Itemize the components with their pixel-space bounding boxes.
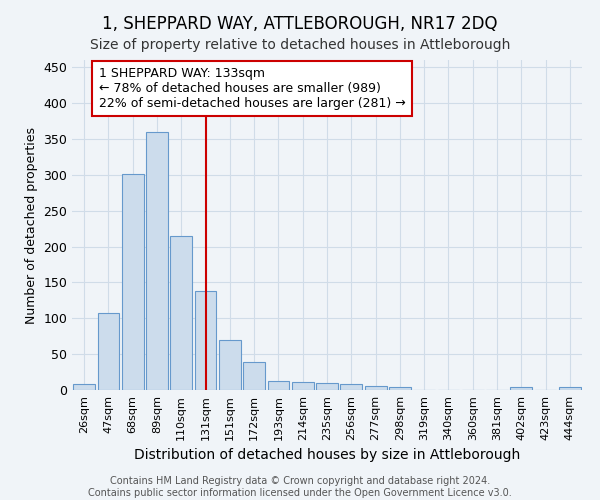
Bar [194,291,217,390]
Bar [559,387,581,390]
Y-axis label: Number of detached properties: Number of detached properties [25,126,38,324]
Bar [122,174,143,390]
Bar [292,382,314,390]
Text: Size of property relative to detached houses in Attleborough: Size of property relative to detached ho… [90,38,510,52]
Bar [316,383,338,390]
X-axis label: Distribution of detached houses by size in Attleborough: Distribution of detached houses by size … [134,448,520,462]
Bar [97,312,119,390]
Bar [73,384,95,390]
Bar [268,380,289,390]
Text: 1, SHEPPARD WAY, ATTLEBOROUGH, NR17 2DQ: 1, SHEPPARD WAY, ATTLEBOROUGH, NR17 2DQ [102,15,498,33]
Text: Contains HM Land Registry data © Crown copyright and database right 2024.
Contai: Contains HM Land Registry data © Crown c… [88,476,512,498]
Text: 1 SHEPPARD WAY: 133sqm
← 78% of detached houses are smaller (989)
22% of semi-de: 1 SHEPPARD WAY: 133sqm ← 78% of detached… [99,67,406,110]
Bar [243,362,265,390]
Bar [219,340,241,390]
Bar [511,387,532,390]
Bar [170,236,192,390]
Bar [340,384,362,390]
Bar [146,132,168,390]
Bar [365,386,386,390]
Bar [389,387,411,390]
